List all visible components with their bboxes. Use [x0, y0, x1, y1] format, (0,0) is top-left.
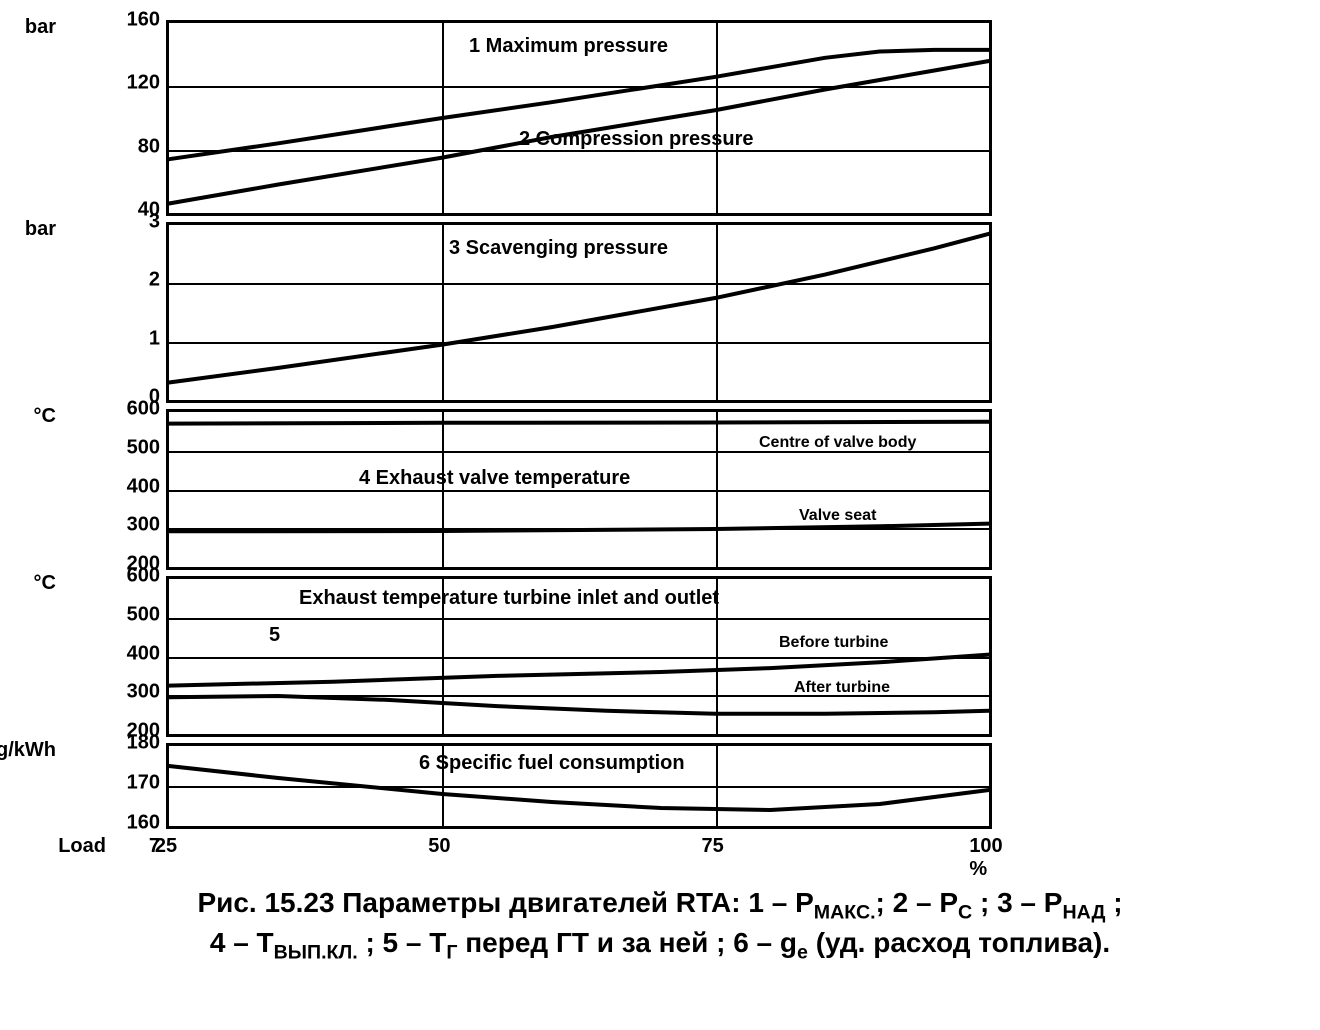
y-unit-label: g/kWh: [0, 739, 56, 762]
series-label: 2 Compression pressure: [519, 128, 754, 151]
y-tick: 120: [127, 72, 160, 95]
y-tick: 300: [127, 681, 160, 704]
x-tick: 50: [428, 835, 450, 858]
y-unit-label: bar: [25, 16, 56, 39]
series-sublabel: Before turbine: [779, 634, 888, 652]
y-tick: 160: [127, 9, 160, 32]
series-number: 4 Exhaust valve temperature: [359, 467, 630, 490]
x-axis-label: Load: [58, 835, 106, 858]
caption-line1: Рис. 15.23 Параметры двигателей RTA: 1 –…: [197, 887, 1122, 918]
plot-area: 6 Specific fuel consumption: [166, 743, 992, 829]
y-tick: 400: [127, 642, 160, 665]
series-sublabel: Valve seat: [799, 507, 876, 525]
series-valve-centre-temp: [169, 422, 989, 424]
figure: bar40801201601 Maximum pressure2 Compres…: [20, 20, 1300, 865]
panel-title: Exhaust temperature turbine inlet and ou…: [299, 587, 719, 610]
y-tick: 2: [149, 269, 160, 292]
series-label: 3 Scavenging pressure: [449, 237, 668, 260]
series-label: 6 Specific fuel consumption: [419, 752, 685, 775]
panel-p1: bar40801201601 Maximum pressure2 Compres…: [20, 20, 1300, 216]
y-tick: 600: [127, 565, 160, 588]
figure-caption: Рис. 15.23 Параметры двигателей RTA: 1 –…: [20, 885, 1300, 965]
y-tick: 1: [149, 327, 160, 350]
y-tick: 3: [149, 211, 160, 234]
y-tick: 80: [138, 135, 160, 158]
y-tick: 500: [127, 603, 160, 626]
x-tick: 75: [702, 835, 724, 858]
plot-area: Exhaust temperature turbine inlet and ou…: [166, 576, 992, 737]
y-tick: 300: [127, 514, 160, 537]
series-label: 1 Maximum pressure: [469, 35, 668, 58]
y-tick: 500: [127, 436, 160, 459]
y-unit-label: °C: [34, 572, 56, 595]
panel-p3: °C2003004005006004 Exhaust valve tempera…: [20, 409, 1300, 570]
plot-area: 1 Maximum pressure 2 Compression pressure: [166, 20, 992, 216]
series-number: 5: [269, 624, 280, 647]
panel-p4: °C200300400500600Exhaust temperature tur…: [20, 576, 1300, 737]
y-tick: 170: [127, 772, 160, 795]
plot-area: 3 Scavenging pressure: [166, 222, 992, 403]
series-sublabel: Centre of valve body: [759, 434, 916, 452]
series-sublabel: After turbine: [794, 679, 890, 697]
y-unit-label: bar: [25, 218, 56, 241]
caption-line2: 4 – TВЫП.КЛ. ; 5 – TГ перед ГТ и за ней …: [210, 927, 1110, 958]
x-tick: 100 %: [969, 835, 1002, 881]
plot-area: 4 Exhaust valve temperature Centre of val…: [166, 409, 992, 570]
y-unit-label: °C: [34, 405, 56, 428]
y-tick: 400: [127, 475, 160, 498]
y-tick: 180: [127, 732, 160, 755]
series-after-turbine: [169, 696, 989, 714]
x-axis: Load7255075100 %: [20, 835, 1300, 865]
panel-p5: g/kWh1601701806 Specific fuel consumptio…: [20, 743, 1300, 829]
y-tick: 160: [127, 812, 160, 835]
x-tick: 25: [155, 835, 177, 858]
y-tick: 600: [127, 398, 160, 421]
panel-p2: bar01233 Scavenging pressure: [20, 222, 1300, 403]
